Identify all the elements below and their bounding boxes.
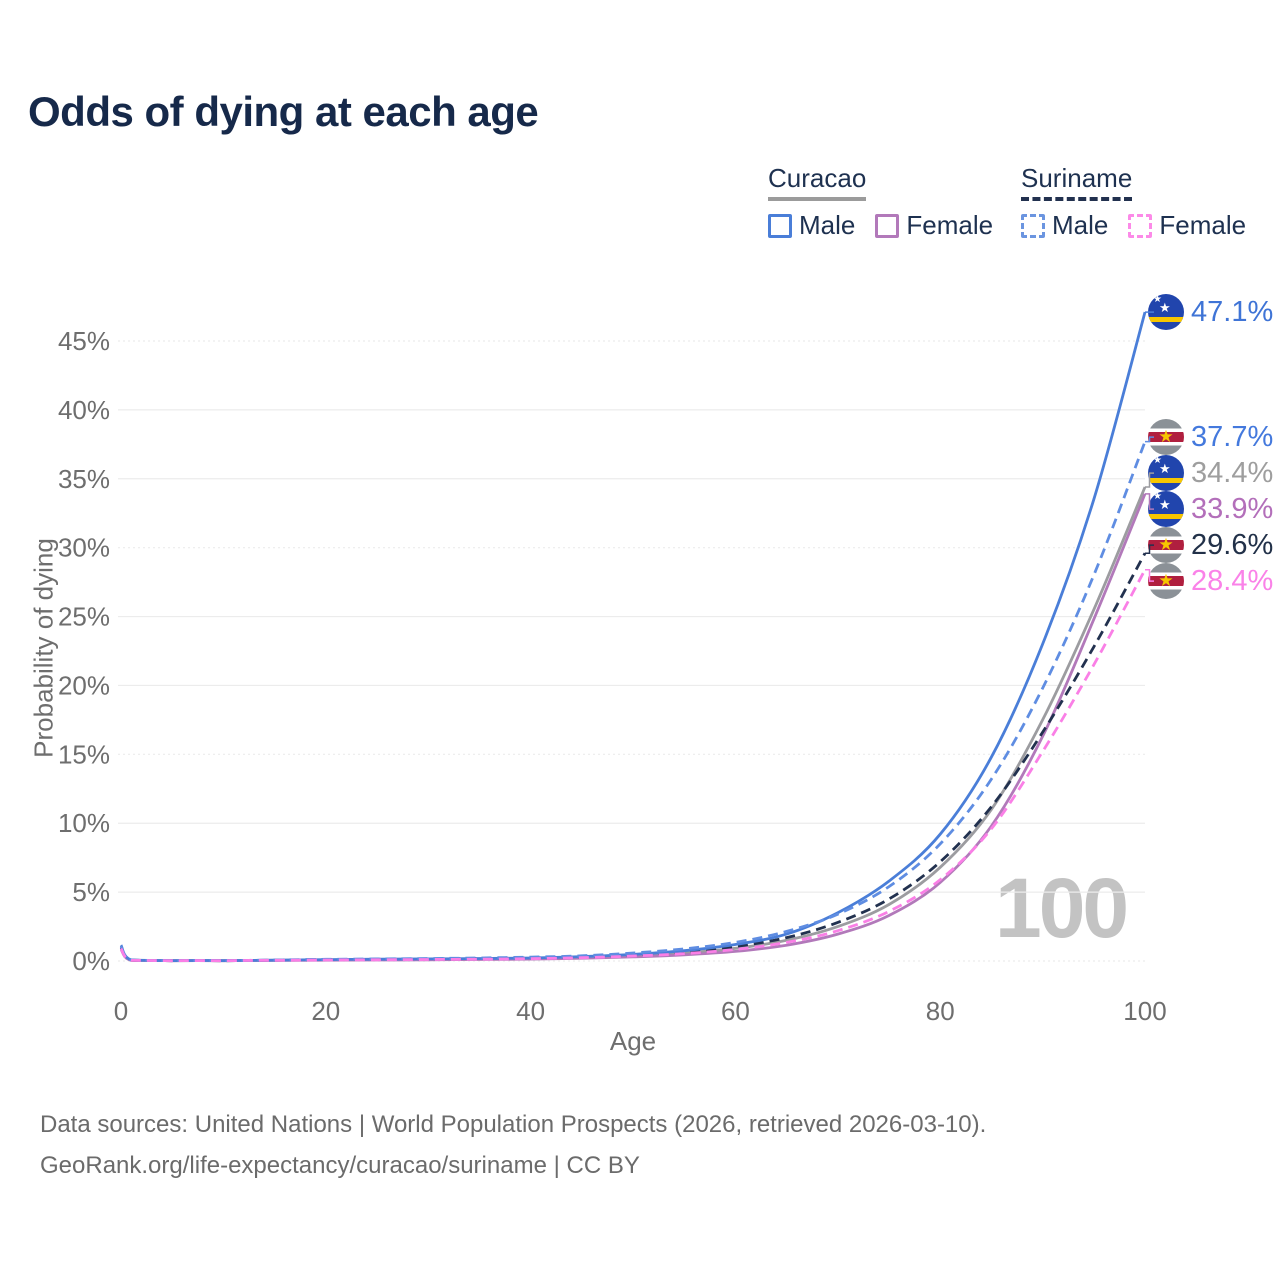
series-line-suriname-female[interactable] [119,569,1147,963]
y-tick-label: 0% [72,946,110,976]
legend-label: Male [799,210,856,240]
end-label-connector [1145,436,1154,443]
x-tick-label: 40 [516,996,545,1026]
y-tick-label: 35% [58,464,110,494]
series-line-curacao-total[interactable] [119,486,1147,963]
chart-area: Probability of dying 100 Age ★ ★ 47.1% ★… [29,294,1273,1056]
legend-group-suriname: Suriname Male Female [1021,163,1246,241]
y-tick-label: 10% [58,808,110,838]
legend-item-curacao-female[interactable]: Female [875,210,993,241]
end-label-connector [1145,493,1154,510]
x-axis-title: Age [609,1026,657,1056]
legend-items-curacao: Male Female [768,210,993,241]
legend-item-curacao-male[interactable]: Male [768,210,855,241]
legend-label: Male [1052,210,1109,240]
y-tick-label: 15% [58,739,110,769]
footer: Data sources: United Nations | World Pop… [40,1104,986,1186]
legend-label: Female [1159,210,1247,240]
legend-header-suriname[interactable]: Suriname [1021,163,1133,201]
end-label-connector [1145,472,1154,488]
suriname-female-swatch-icon [1128,213,1153,238]
x-tick-label: 100 [1123,996,1166,1026]
x-tick-label: 20 [311,996,340,1026]
x-tick-label: 0 [114,996,128,1026]
series-line-curacao-female[interactable] [119,493,1147,963]
y-tick-label: 40% [58,395,110,425]
end-label-connector [1145,544,1154,554]
data-source-line: Data sources: United Nations | World Pop… [40,1111,987,1138]
age-watermark: 100 [995,861,1129,955]
legend-header-curacao[interactable]: Curacao [768,163,867,201]
end-label-connector [1145,568,1154,582]
legend-group-curacao: Curacao Male Female [768,163,993,241]
curacao-female-swatch-icon [875,213,900,238]
legend-items-suriname: Male Female [1021,210,1246,241]
x-tick-label: 80 [926,996,955,1026]
y-tick-label: 45% [58,326,110,356]
page-title: Odds of dying at each age [28,88,539,135]
suriname-male-swatch-icon [1021,213,1045,238]
y-tick-label: 30% [58,533,110,563]
chart-canvas: 0% 5% 10% 15% 20% 25% 30% 35% 40% 45% 0 20 40 60 80 100 [58,311,1167,1026]
attribution-line: GeoRank.org/life-expectancy/curacao/suri… [40,1152,640,1179]
x-tick-label: 60 [721,996,750,1026]
legend-item-suriname-male[interactable]: Male [1021,210,1108,241]
y-tick-label: 5% [72,877,110,907]
series-line-suriname-male[interactable] [119,441,1147,963]
y-tick-label: 25% [58,602,110,632]
legend-label: Female [906,210,994,240]
y-tick-label: 20% [58,670,110,700]
legend-item-suriname-female[interactable]: Female [1128,210,1246,241]
curacao-male-swatch-icon [768,213,792,238]
